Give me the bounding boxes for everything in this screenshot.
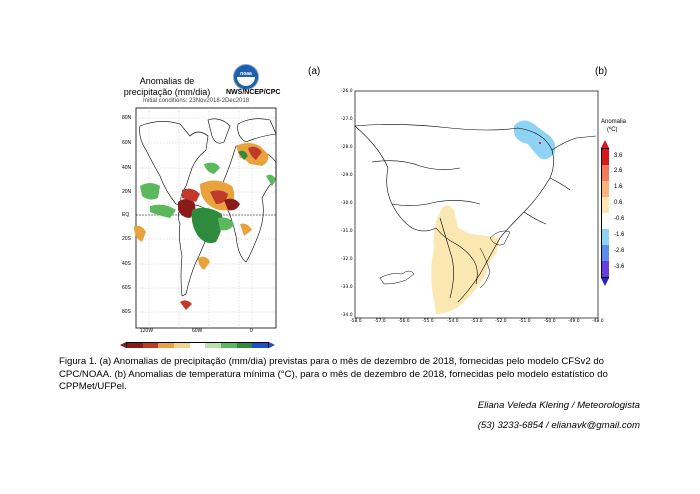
panel-b-label: (b) — [595, 66, 608, 77]
y-tick: -31.0 — [341, 229, 353, 234]
map-a-title-line1: Anomalias de — [139, 76, 195, 86]
noaa-logo-icon: noaa — [233, 64, 259, 90]
y-tick: -34.0 — [341, 313, 353, 318]
legend-swatch — [602, 213, 609, 229]
legend-swatches — [601, 148, 609, 278]
y-tick: -26.0 — [341, 89, 353, 94]
legend-unit: (ºC) — [607, 127, 618, 133]
colorbar-swatch — [221, 343, 237, 348]
legend-label: -1.6 — [614, 232, 625, 238]
precipitation-map — [134, 107, 277, 329]
colorbar-swatch — [236, 343, 253, 348]
lat-label: 60N — [122, 140, 132, 146]
x-tick: -51.0 — [519, 319, 531, 324]
y-tick: -33.0 — [341, 285, 353, 290]
figure-caption: Figura 1. (a) Anomalias de precipitação … — [59, 356, 608, 392]
x-tick: -56.0 — [398, 319, 410, 324]
agency-label: NWS/NCEP/CPC — [226, 89, 281, 96]
colorbar-left-arrow-icon — [120, 342, 126, 348]
legend-top-arrow-icon — [601, 140, 609, 148]
legend-label: 1.6 — [614, 184, 623, 190]
author-line: Eliana Veleda Klering / Meteorologista — [477, 400, 640, 411]
colorbar-swatch — [252, 343, 269, 348]
contact-line: (53) 3233-6854 / elianavk@gmail.com — [477, 420, 640, 431]
legend-title: Anomalia — [601, 119, 627, 125]
temperature-map — [354, 90, 599, 319]
lat-label: 60S — [122, 285, 131, 291]
x-tick: -52.0 — [495, 319, 507, 324]
legend-swatch — [602, 261, 609, 277]
legend-label: 2.6 — [614, 168, 623, 174]
x-tick: -49.0 — [568, 319, 580, 324]
lat-label: 20S — [122, 236, 131, 242]
lon-label: 120W — [140, 328, 154, 334]
panel-a-label: (a) — [308, 66, 321, 77]
y-tick: -27.0 — [341, 117, 353, 122]
x-tick: -53.0 — [471, 319, 483, 324]
colorbar-swatch — [189, 343, 206, 348]
precip-colorbar — [120, 342, 275, 348]
lon-label: 0 — [250, 328, 253, 334]
y-tick: -28.0 — [341, 145, 353, 150]
lat-label: 80N — [122, 115, 132, 121]
legend-swatch — [602, 165, 609, 181]
y-tick: -30.0 — [341, 201, 353, 206]
lat-label: EQ — [122, 212, 130, 218]
colorbar-swatch — [158, 343, 175, 348]
initial-conditions: Initial conditions: 23Nov2018-2Dec2018 — [143, 98, 250, 104]
legend-swatch — [602, 229, 609, 245]
legend-label: -3.6 — [614, 264, 625, 270]
noaa-logo-text: noaa — [240, 71, 252, 77]
map-a-title-line2: precipitação (mm/dia) — [123, 87, 211, 97]
legend-label: 3.6 — [614, 153, 623, 159]
x-tick: -57.0 — [374, 319, 386, 324]
colorbar-swatch — [127, 343, 143, 348]
y-tick: -29.0 — [341, 173, 353, 178]
colorbar-swatch — [205, 343, 222, 348]
legend-swatch — [602, 181, 609, 197]
legend-swatch — [602, 197, 609, 213]
y-tick: -32.0 — [341, 257, 353, 262]
lon-label: 60W — [192, 328, 203, 334]
lat-label: 80S — [122, 309, 131, 315]
lat-label: 20N — [122, 189, 132, 195]
map-a-title: Anomalias de precipitação (mm/dia) — [112, 76, 222, 98]
legend-bottom-arrow-icon — [601, 278, 609, 286]
lat-label: 40S — [122, 261, 131, 267]
legend-swatch — [602, 245, 609, 261]
legend-label: -0.6 — [614, 216, 625, 222]
x-tick: -54.0 — [447, 319, 459, 324]
x-tick: -48.0 — [592, 319, 604, 324]
temperature-colorbar — [601, 140, 609, 286]
legend-label: 0.6 — [614, 200, 623, 206]
colorbar-swatch — [174, 343, 190, 348]
colorbar-swatch — [142, 343, 159, 348]
colorbar-right-arrow-icon — [269, 342, 275, 348]
x-tick: -58.0 — [350, 319, 362, 324]
legend-swatch — [602, 149, 609, 165]
x-tick: -55.0 — [422, 319, 434, 324]
colorbar-swatches — [126, 342, 269, 348]
lat-label: 40N — [122, 165, 132, 171]
legend-label: -2.6 — [614, 248, 625, 254]
x-tick: -50.0 — [544, 319, 556, 324]
